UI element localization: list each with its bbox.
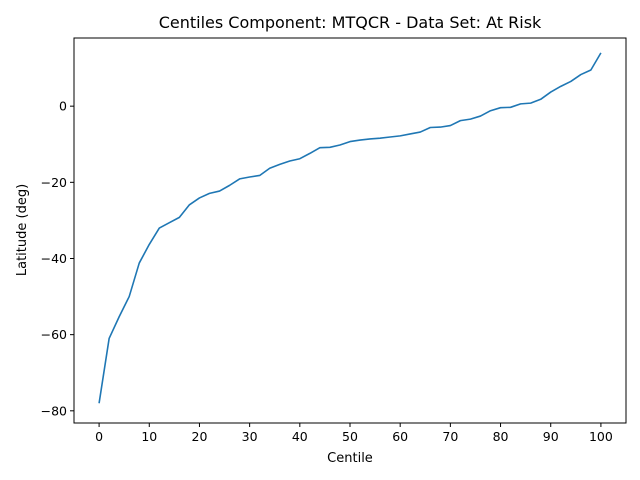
x-tick-label: 70 <box>442 429 458 444</box>
x-tick-label: 0 <box>95 429 103 444</box>
series-line-0 <box>98 52 602 404</box>
plot-area: 0 10 20 30 40 50 60 70 80 90 100 −80 −60 −40 −20 0 <box>41 37 627 444</box>
x-tick-label: 20 <box>192 429 208 444</box>
x-tick-label: 60 <box>392 429 408 444</box>
plot-frame <box>73 37 627 424</box>
x-tick-label: 40 <box>292 429 308 444</box>
y-tick-label: −40 <box>41 251 67 266</box>
y-tick-label: −60 <box>41 327 67 342</box>
chart-title: Centiles Component: MTQCR - Data Set: At… <box>159 13 542 32</box>
y-axis-label: Latitude (deg) <box>15 184 30 276</box>
x-tick-label: 50 <box>342 429 358 444</box>
x-tick-label: 90 <box>543 429 559 444</box>
x-tick-label: 10 <box>141 429 157 444</box>
x-tick-label: 30 <box>242 429 258 444</box>
y-tick-label: −20 <box>41 175 67 190</box>
y-tick-label: −80 <box>41 403 67 418</box>
x-axis-label: Centile <box>327 451 373 466</box>
y-tick-label: 0 <box>59 99 67 114</box>
x-tick-label: 80 <box>493 429 509 444</box>
x-tick-label: 100 <box>589 429 613 444</box>
